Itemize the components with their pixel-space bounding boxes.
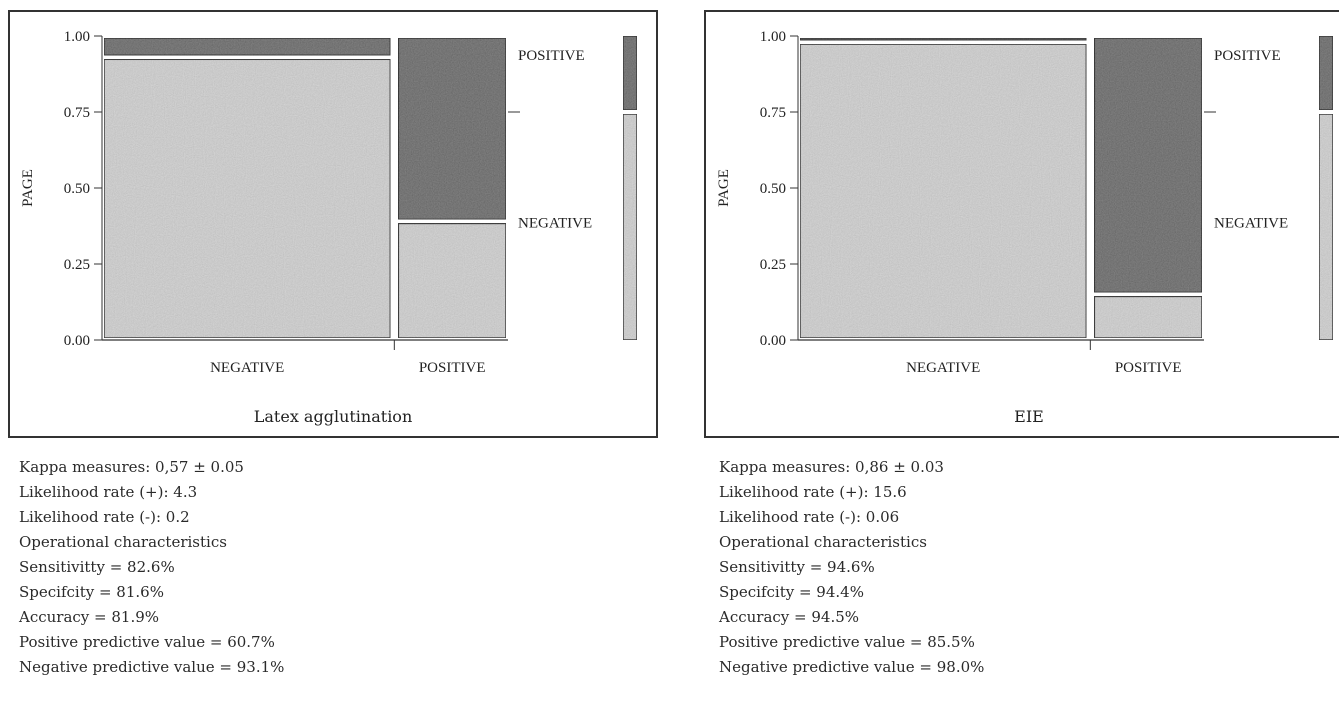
- stats-line: Accuracy = 94.5%: [719, 608, 860, 626]
- x-category-label: POSITIVE: [419, 360, 486, 376]
- marginal-bar-negative: [1318, 113, 1334, 341]
- stats-line: Sensitivitty = 94.6%: [719, 558, 875, 576]
- x-category-label: POSITIVE: [1115, 360, 1182, 376]
- cell-negative: [799, 43, 1088, 339]
- stats-block-left: Kappa measures: 0,57 ± 0.05 Likelihood r…: [19, 455, 284, 680]
- stats-line: Sensitivitty = 82.6%: [19, 558, 175, 576]
- stats-line: Positive predictive value = 60.7%: [19, 633, 275, 651]
- y-tick-label: 1.00: [64, 29, 90, 45]
- x-axis-label: Latex agglutination: [254, 407, 413, 426]
- stats-line: Likelihood rate (+): 4.3: [19, 483, 198, 501]
- cell-negative: [397, 222, 507, 339]
- stats-line: Accuracy = 81.9%: [19, 608, 160, 626]
- cell-negative: [103, 58, 392, 339]
- stats-line: Positive predictive value = 85.5%: [719, 633, 975, 651]
- x-axis-label: EIE: [1014, 407, 1044, 426]
- y-tick-label: 0.25: [64, 257, 90, 273]
- mosaic-plot-left: 0.00 0.25 0.50 0.75 1.00 PAGE NEGATIVE POSITIVE…: [20, 29, 638, 426]
- stats-line: Operational characteristics: [719, 533, 927, 551]
- marginal-bar-positive: [622, 35, 638, 111]
- marginal-bar-negative: [622, 113, 638, 341]
- cell-positive: [1093, 37, 1203, 294]
- legend-label-positive: POSITIVE: [1214, 48, 1281, 64]
- legend-label-positive: POSITIVE: [518, 48, 585, 64]
- stats-line: Specifcity = 94.4%: [719, 583, 864, 601]
- x-category-label: NEGATIVE: [210, 360, 284, 376]
- stats-line: Kappa measures: 0,86 ± 0.03: [719, 458, 944, 476]
- mosaic-chart-right: 0.00 0.25 0.50 0.75 1.00 PAGE NEGATIVE POSITIVE…: [704, 10, 1339, 438]
- stats-block-right: Kappa measures: 0,86 ± 0.03 Likelihood r…: [719, 455, 984, 680]
- y-axis-label: PAGE: [20, 169, 36, 207]
- legend-label-negative: NEGATIVE: [518, 216, 592, 232]
- y-tick-label: 0.00: [760, 333, 786, 349]
- cell-negative: [1093, 295, 1203, 339]
- legend-label-negative: NEGATIVE: [1214, 216, 1288, 232]
- marginal-bar-positive: [1318, 35, 1334, 111]
- y-tick-label: 0.75: [64, 105, 90, 121]
- cell-positive: [799, 37, 1088, 41]
- y-tick-label: 1.00: [760, 29, 786, 45]
- mosaic-chart-left: 0.00 0.25 0.50 0.75 1.00 PAGE NEGATIVE POSITIVE…: [8, 10, 658, 438]
- x-category-label: NEGATIVE: [906, 360, 980, 376]
- y-tick-label: 0.25: [760, 257, 786, 273]
- mosaic-plot-right: 0.00 0.25 0.50 0.75 1.00 PAGE NEGATIVE POSITIVE…: [716, 29, 1334, 426]
- stats-line: Likelihood rate (-): 0.06: [719, 508, 900, 526]
- stats-line: Likelihood rate (-): 0.2: [19, 508, 190, 526]
- cell-positive: [397, 37, 507, 221]
- stats-line: Kappa measures: 0,57 ± 0.05: [19, 458, 244, 476]
- stats-line: Negative predictive value = 93.1%: [19, 658, 285, 676]
- y-tick-label: 0.50: [64, 181, 90, 197]
- y-tick-label: 0.75: [760, 105, 786, 121]
- cell-positive: [103, 37, 392, 57]
- y-axis-label: PAGE: [716, 169, 732, 207]
- y-tick-label: 0.50: [760, 181, 786, 197]
- stats-line: Likelihood rate (+): 15.6: [719, 483, 907, 501]
- stats-line: Negative predictive value = 98.0%: [719, 658, 985, 676]
- stats-line: Operational characteristics: [19, 533, 227, 551]
- stats-line: Specifcity = 81.6%: [19, 583, 164, 601]
- y-tick-label: 0.00: [64, 333, 90, 349]
